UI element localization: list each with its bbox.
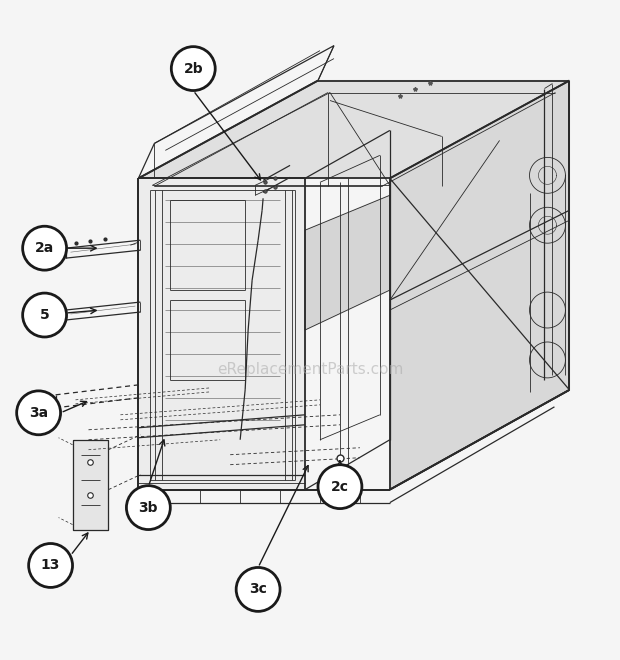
Text: 5: 5 <box>40 308 50 322</box>
Text: 2b: 2b <box>184 61 203 76</box>
Text: 3a: 3a <box>29 406 48 420</box>
Circle shape <box>29 544 73 587</box>
Polygon shape <box>305 195 390 330</box>
Circle shape <box>23 293 66 337</box>
Text: 2c: 2c <box>331 480 349 494</box>
Circle shape <box>236 568 280 611</box>
Text: eReplacementParts.com: eReplacementParts.com <box>217 362 403 378</box>
Circle shape <box>318 465 362 509</box>
Polygon shape <box>390 81 569 490</box>
Text: 2a: 2a <box>35 241 54 255</box>
Circle shape <box>23 226 66 270</box>
Circle shape <box>17 391 61 435</box>
Text: 3c: 3c <box>249 582 267 597</box>
Polygon shape <box>73 440 108 529</box>
Polygon shape <box>138 81 569 178</box>
Text: 3b: 3b <box>139 500 158 515</box>
Polygon shape <box>138 178 305 490</box>
Text: 13: 13 <box>41 558 60 572</box>
Circle shape <box>171 47 215 90</box>
Circle shape <box>126 486 170 529</box>
